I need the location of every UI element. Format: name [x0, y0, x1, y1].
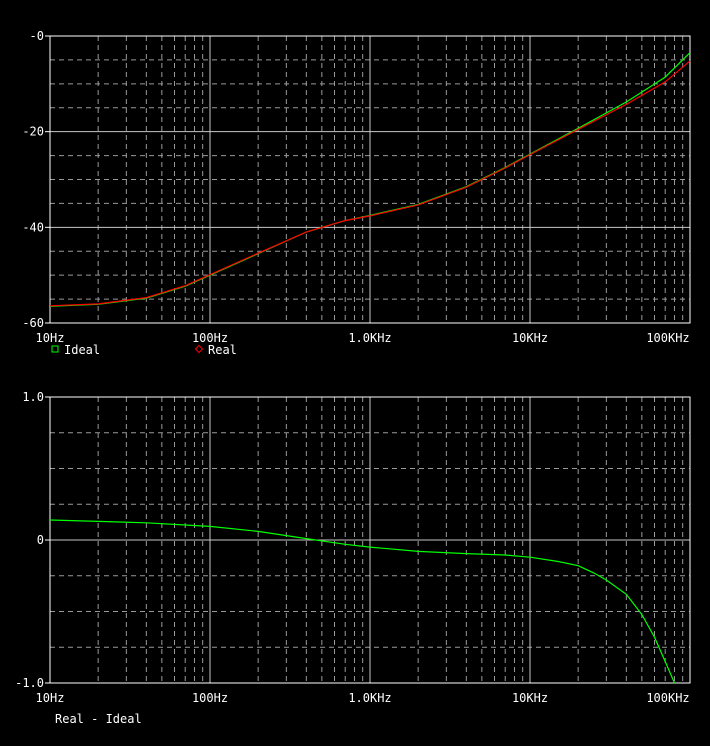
x-tick-label: 100Hz	[192, 331, 228, 345]
legend-label: Ideal	[64, 343, 100, 357]
plot-frame	[49, 35, 691, 324]
x-tick-label: 10KHz	[512, 691, 548, 705]
y-tick-label: -20	[22, 125, 44, 139]
y-tick-label: -0	[30, 29, 44, 43]
x-tick-label: 10KHz	[512, 331, 548, 345]
x-tick-label: 10Hz	[36, 331, 65, 345]
legend-marker-diamond	[194, 344, 204, 354]
y-tick-label: 0	[37, 533, 44, 547]
x-tick-label: 100Hz	[192, 691, 228, 705]
x-tick-label: 10Hz	[36, 691, 65, 705]
y-tick-label: 1.0	[22, 390, 44, 404]
legend-label: Real - Ideal	[55, 712, 142, 726]
y-tick-label: -60	[22, 316, 44, 330]
series-line-real	[49, 60, 691, 307]
x-tick-label: 1.0KHz	[348, 691, 391, 705]
x-tick-label: 100KHz	[646, 691, 689, 705]
y-tick-label: -1.0	[15, 676, 44, 690]
series-line-real-ideal	[49, 519, 676, 684]
y-tick-label: -40	[22, 220, 44, 234]
legend-marker-square	[51, 345, 59, 353]
x-tick-label: 1.0KHz	[348, 331, 391, 345]
legend-label: Real	[208, 343, 237, 357]
x-tick-label: 100KHz	[646, 331, 689, 345]
